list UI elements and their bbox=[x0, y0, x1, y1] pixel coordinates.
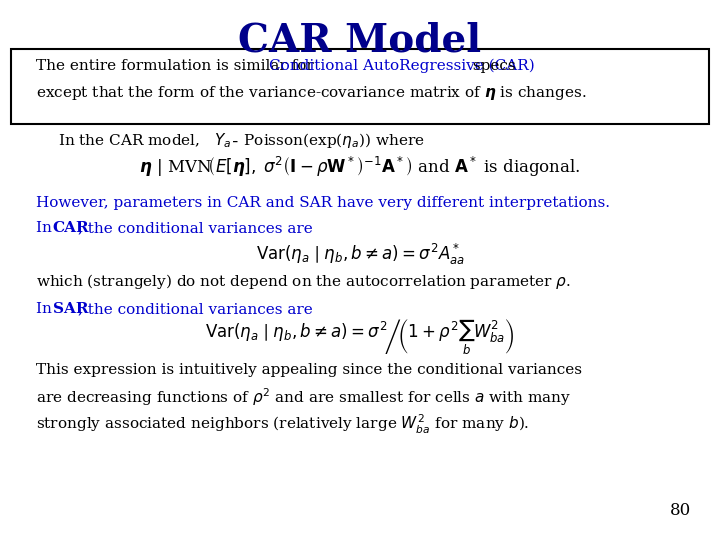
Text: This expression is intuitively appealing since the conditional variances: This expression is intuitively appealing… bbox=[36, 363, 582, 377]
Text: In the CAR model,   $Y_a\;\bar{}\;$ Poisson(exp($\eta_a$)) where: In the CAR model, $Y_a\;\bar{}\;$ Poisso… bbox=[58, 131, 424, 150]
Text: Conditional AutoRegressive (CAR): Conditional AutoRegressive (CAR) bbox=[269, 59, 535, 73]
Text: , the conditional variances are: , the conditional variances are bbox=[78, 221, 312, 235]
FancyBboxPatch shape bbox=[11, 49, 709, 124]
Text: The entire formulation is similar for: The entire formulation is similar for bbox=[36, 59, 319, 73]
Text: 80: 80 bbox=[670, 502, 691, 519]
Text: strongly associated neighbors (relatively large $W_{ba}^2$ for many $b$).: strongly associated neighbors (relativel… bbox=[36, 413, 529, 435]
Text: , the conditional variances are: , the conditional variances are bbox=[78, 302, 312, 316]
Text: $\mathrm{Var}(\eta_a \mid \eta_b, b \neq a) = \sigma^2\!\left/\!\left(1 + \rho^2: $\mathrm{Var}(\eta_a \mid \eta_b, b \neq… bbox=[205, 318, 515, 357]
Text: specs: specs bbox=[468, 59, 516, 73]
Text: CAR: CAR bbox=[53, 221, 89, 235]
Text: In: In bbox=[36, 221, 57, 235]
Text: In: In bbox=[36, 302, 57, 316]
Text: $\mathrm{Var}(\eta_a \mid \eta_b, b \neq a) = \sigma^2 A^*_{aa}$: $\mathrm{Var}(\eta_a \mid \eta_b, b \neq… bbox=[256, 242, 464, 267]
Text: which (strangely) do not depend on the autocorrelation parameter $\rho$.: which (strangely) do not depend on the a… bbox=[36, 272, 571, 292]
Text: However, parameters in CAR and SAR have very different interpretations.: However, parameters in CAR and SAR have … bbox=[36, 195, 610, 210]
Text: SAR: SAR bbox=[53, 302, 88, 316]
Text: $\boldsymbol{\eta}$ | MVN$\!\left(E[\boldsymbol{\eta}],\; \sigma^2\left(\mathbf{: $\boldsymbol{\eta}$ | MVN$\!\left(E[\bol… bbox=[139, 156, 581, 179]
Text: except that the form of the variance-covariance matrix of $\boldsymbol{\eta}$ is: except that the form of the variance-cov… bbox=[36, 84, 587, 102]
Text: CAR Model: CAR Model bbox=[238, 22, 482, 59]
Text: are decreasing functions of $\rho^2$ and are smallest for cells $a$ with many: are decreasing functions of $\rho^2$ and… bbox=[36, 386, 572, 408]
